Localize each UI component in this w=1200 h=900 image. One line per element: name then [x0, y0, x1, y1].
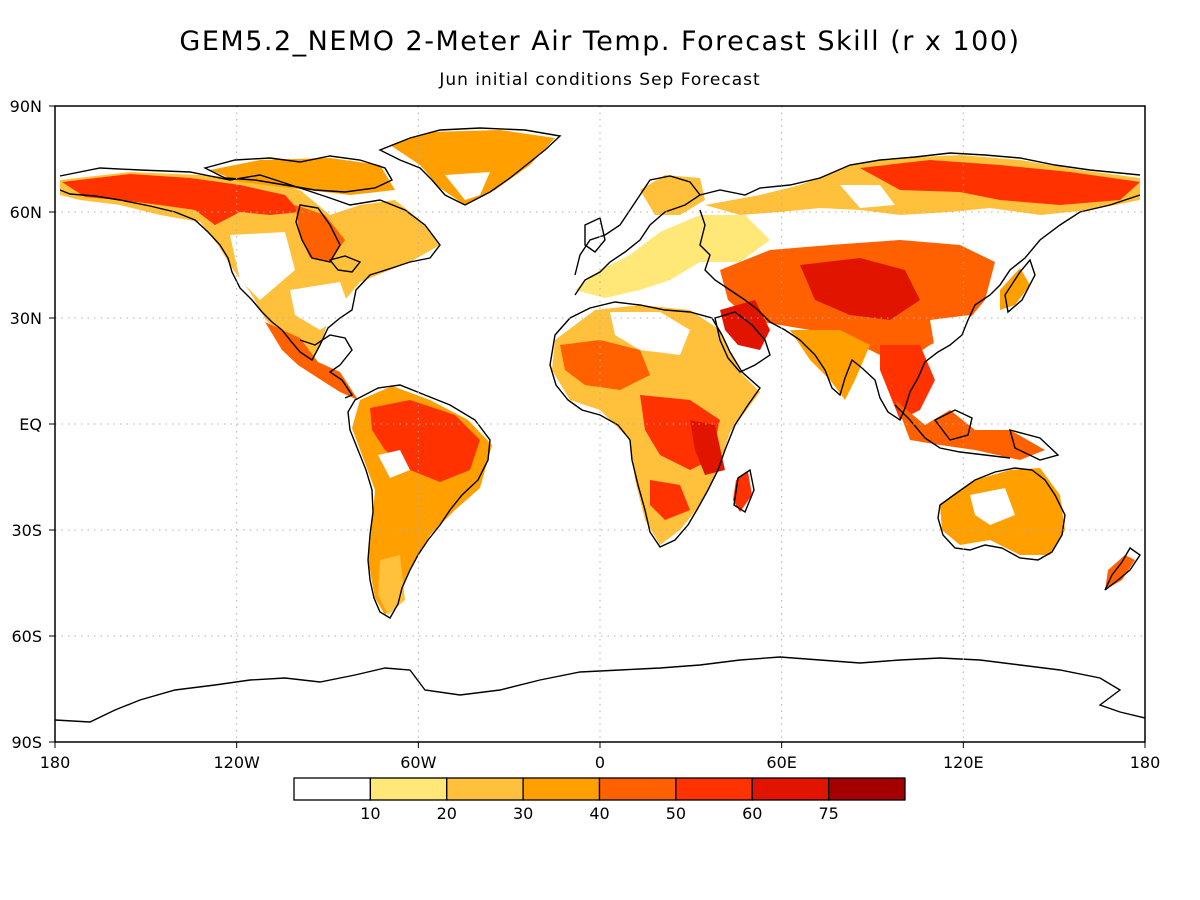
lat-tick-label: 60N — [10, 203, 42, 222]
central-america-shading — [265, 322, 358, 400]
lon-tick-label: 60E — [766, 753, 796, 772]
europe-shading — [575, 215, 770, 298]
alaska-canada-high-skill — [62, 174, 300, 225]
colorbar-swatch — [675, 777, 753, 801]
colorbar-swatch — [751, 777, 830, 801]
colorbar-swatch — [369, 777, 448, 801]
colorbar-swatch — [522, 777, 601, 801]
map-title: GEM5.2_NEMO 2-Meter Air Temp. Forecast S… — [179, 26, 1021, 57]
scandinavia-shading — [640, 175, 705, 215]
colorbar-label: 20 — [437, 804, 457, 823]
hudson-high-skill — [295, 205, 345, 262]
greenland-shading — [390, 130, 555, 205]
colorbar-swatch — [827, 777, 906, 801]
lat-tick-label: 90N — [10, 97, 42, 116]
coastlines — [54, 127, 1146, 723]
colorbar-label: 60 — [742, 804, 762, 823]
colorbar-swatch — [446, 777, 524, 801]
coast-arctic-archipelago — [203, 155, 393, 193]
lon-tick-labels: 180 120W 60W 0 60E 120E 180 — [40, 742, 1161, 772]
lon-tick-label: 180 — [1130, 753, 1161, 772]
china-low — [930, 315, 985, 360]
lon-tick-label: 0 — [595, 753, 605, 772]
colorbar-label: 30 — [513, 804, 533, 823]
greenland-interior — [445, 172, 490, 200]
lat-tick-labels: 90N 60N 30N EQ 30S 60S 90S — [10, 97, 55, 752]
tibet-high — [800, 258, 920, 320]
coast-gulf-mexico — [299, 334, 354, 399]
na-west-interior — [230, 232, 295, 300]
coast-australia — [937, 467, 1066, 561]
lat-tick-label: EQ — [19, 415, 42, 434]
patagonia-shading — [378, 555, 405, 615]
colorbar-label: 50 — [666, 804, 686, 823]
maritime-se-asia — [895, 400, 1045, 460]
coast-british-isles — [584, 216, 606, 253]
west-africa-high — [560, 340, 650, 390]
colorbar-label: 10 — [360, 804, 380, 823]
amazon-high-skill — [370, 400, 480, 482]
colorbar-label: 75 — [818, 804, 838, 823]
lat-tick-label: 90S — [11, 733, 42, 752]
australia-low — [970, 488, 1015, 525]
sahara-low — [610, 312, 690, 355]
coast-great-lakes — [328, 255, 362, 273]
coast-north-america — [59, 167, 441, 362]
colorbar-swatch — [293, 777, 372, 801]
india-shading — [790, 330, 870, 400]
southern-africa-high — [650, 480, 690, 520]
lon-tick-label: 180 — [40, 753, 71, 772]
coast-asia — [699, 152, 1141, 422]
skill-shading — [60, 130, 1140, 615]
lon-tick-label: 120W — [213, 753, 260, 772]
sa-low-spot — [378, 450, 410, 478]
colorbar: 10 20 30 40 50 60 75 — [293, 777, 906, 823]
coast-new-zealand — [1104, 546, 1141, 591]
coast-arabia — [714, 311, 771, 373]
lon-tick-label: 120E — [943, 753, 984, 772]
coast-hudson-bay — [295, 204, 341, 263]
lat-tick-label: 30S — [11, 521, 42, 540]
arctic-islands — [210, 158, 395, 195]
se-asia-shading — [880, 345, 935, 420]
coast-japan — [1004, 258, 1036, 314]
japan-shading — [1000, 268, 1030, 310]
lon-tick-label: 60W — [400, 753, 436, 772]
coast-antarctica — [54, 656, 1146, 723]
siberia-low — [840, 185, 895, 208]
map-subtitle: Jun initial conditions Sep Forecast — [439, 70, 761, 90]
coast-europe — [574, 175, 702, 296]
lat-tick-label: 30N — [10, 309, 42, 328]
colorbar-label: 40 — [589, 804, 609, 823]
coast-madagascar — [733, 468, 755, 514]
coast-africa — [549, 301, 761, 548]
siberia-high — [860, 160, 1140, 205]
coast-indonesia — [894, 404, 1060, 461]
coast-greenland — [378, 127, 562, 206]
coast-south-america — [347, 384, 491, 619]
colorbar-swatch — [598, 777, 677, 801]
lat-tick-label: 60S — [11, 627, 42, 646]
east-africa-high — [690, 420, 725, 475]
new-zealand-shading — [1105, 555, 1135, 590]
